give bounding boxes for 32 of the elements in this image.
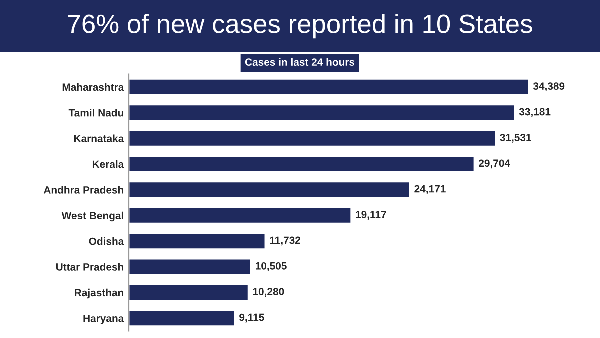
data-label: 33,181 <box>519 108 551 118</box>
data-label: 11,732 <box>270 236 300 246</box>
bar <box>129 310 236 328</box>
y-tick-label: Odisha <box>89 238 124 246</box>
data-label: 10,280 <box>253 288 284 298</box>
data-label: 24,171 <box>414 185 446 194</box>
data-label: 34,389 <box>533 82 565 92</box>
y-tick-label: Kerala <box>92 160 124 168</box>
data-label: 29,704 <box>479 160 510 169</box>
y-tick-label: Tamil Nadu <box>68 109 124 117</box>
bar <box>129 156 476 173</box>
y-tick-label: Uttar Pradesh <box>56 263 124 271</box>
bar <box>129 206 352 224</box>
chart-title: 76% of new cases reported in 10 States <box>68 14 532 39</box>
y-tick-label: West Bengal <box>62 212 124 222</box>
data-label: 31,531 <box>500 134 532 143</box>
bar <box>129 284 250 302</box>
bar <box>129 78 530 96</box>
y-tick-label: Andhra Pradesh <box>44 186 124 194</box>
y-tick-label: Maharashtra <box>62 83 124 92</box>
bar <box>129 258 252 276</box>
data-label: 19,117 <box>356 211 386 220</box>
y-tick-label: Rajasthan <box>75 288 124 299</box>
data-label: 9,115 <box>240 314 264 323</box>
y-tick-label: Karnataka <box>74 134 124 142</box>
bar <box>129 130 496 148</box>
bar <box>129 232 266 250</box>
y-tick-label: Haryana <box>84 315 124 324</box>
data-label: 10,505 <box>256 262 287 272</box>
chart-subtitle: Cases in last 24 hours <box>245 58 355 66</box>
bar <box>129 104 516 122</box>
bar <box>129 181 411 199</box>
